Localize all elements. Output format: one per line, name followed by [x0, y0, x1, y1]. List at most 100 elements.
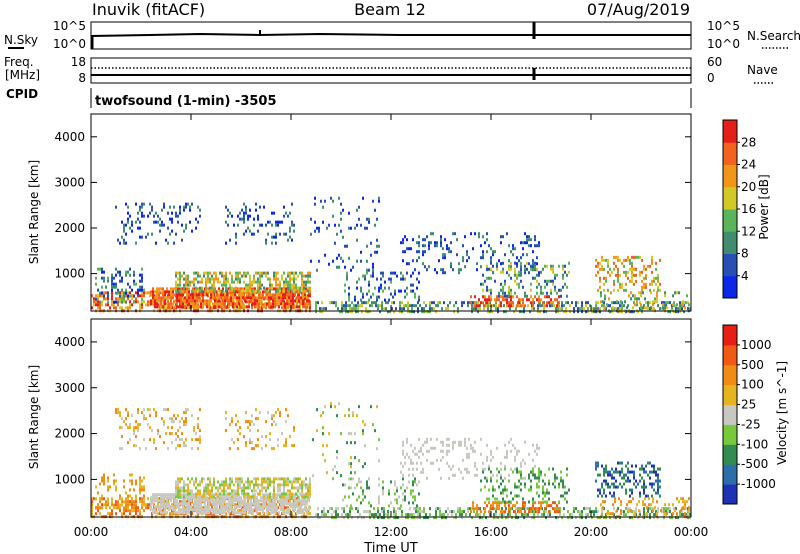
echo-cell: [212, 511, 214, 515]
echo-cell: [228, 511, 230, 515]
echo-cell: [231, 477, 233, 481]
echo-cell: [448, 476, 450, 480]
echo-cell: [520, 507, 522, 511]
echo-cell: [617, 270, 619, 274]
echo-cell: [530, 267, 532, 271]
echo-cell: [546, 291, 548, 295]
echo-cell: [275, 274, 277, 278]
echo-cell: [532, 261, 534, 265]
echo-cell: [435, 304, 437, 308]
echo-cell: [350, 441, 352, 445]
echo-cell: [156, 493, 158, 497]
echo-cell: [193, 483, 195, 487]
echo-cell: [306, 305, 308, 309]
echo-cell: [279, 483, 281, 487]
echo-cell: [224, 505, 226, 509]
echo-cell: [99, 500, 101, 504]
echo-cell: [285, 283, 287, 287]
echo-cell: [121, 288, 123, 292]
echo-cell: [472, 446, 474, 450]
echo-cell: [294, 508, 296, 512]
echo-cell: [605, 258, 607, 262]
echo-cell: [480, 282, 482, 286]
echo-cell: [227, 214, 229, 218]
echo-cell: [234, 496, 236, 500]
echo-cell: [210, 293, 212, 297]
echo-cell: [653, 307, 655, 311]
echo-cell: [273, 211, 275, 215]
echo-cell: [494, 501, 496, 505]
echo-cell: [243, 289, 245, 293]
echo-cell: [491, 310, 493, 314]
echo-cell: [522, 497, 524, 501]
echo-cell: [528, 235, 530, 239]
echo-cell: [179, 480, 181, 484]
echo-cell: [172, 287, 174, 291]
echo-cell: [518, 270, 520, 274]
echo-cell: [237, 420, 239, 424]
echo-cell: [372, 271, 374, 275]
echo-cell: [416, 504, 418, 508]
echo-cell: [404, 277, 406, 281]
echo-cell: [591, 516, 593, 520]
echo-cell: [502, 270, 504, 274]
echo-cell: [655, 267, 657, 271]
echo-cell: [613, 267, 615, 271]
echo-cell: [283, 477, 285, 481]
echo-cell: [323, 507, 325, 511]
echo-cell: [526, 238, 528, 242]
echo-cell: [270, 305, 272, 309]
echo-cell: [522, 476, 524, 480]
echo-cell: [127, 211, 129, 215]
echo-cell: [383, 507, 385, 511]
echo-cell: [357, 304, 359, 308]
echo-cell: [103, 497, 105, 501]
echo-cell: [320, 199, 322, 203]
echo-cell: [280, 499, 282, 503]
echo-cell: [97, 503, 99, 507]
echo-cell: [224, 511, 226, 515]
echo-cell: [463, 301, 465, 305]
echo-cell: [207, 277, 209, 281]
echo-cell: [214, 299, 216, 303]
echo-cell: [385, 301, 387, 305]
echo-cell: [428, 244, 430, 248]
echo-cell: [510, 449, 512, 453]
echo-cell: [534, 473, 536, 477]
echo-cell: [194, 299, 196, 303]
echo-cell: [201, 286, 203, 290]
echo-cell: [558, 295, 560, 299]
echo-cell: [603, 258, 605, 262]
echo-cell: [470, 443, 472, 447]
echo-cell: [526, 267, 528, 271]
echo-cell: [248, 508, 250, 512]
echo-cell: [284, 502, 286, 506]
echo-cell: [273, 489, 275, 493]
echo-cell: [605, 494, 607, 498]
echo-cell: [280, 293, 282, 297]
echo-cell: [317, 507, 319, 511]
echo-cell: [488, 510, 490, 514]
echo-cell: [389, 516, 391, 520]
echo-cell: [538, 510, 540, 514]
echo-cell: [207, 483, 209, 487]
power-colorbar-segment: [723, 186, 737, 210]
echo-cell: [599, 310, 601, 314]
echo-cell: [274, 296, 276, 300]
echo-cell: [184, 502, 186, 506]
echo-cell: [404, 461, 406, 465]
echo-cell: [168, 502, 170, 506]
echo-cell: [168, 508, 170, 512]
echo-cell: [289, 226, 291, 230]
echo-cell: [287, 414, 289, 418]
echo-cell: [645, 285, 647, 289]
echo-cell: [335, 516, 337, 520]
echo-cell: [338, 402, 340, 406]
echo-cell: [524, 501, 526, 505]
echo-cell: [394, 292, 396, 296]
echo-cell: [518, 510, 520, 514]
echo-cell: [450, 467, 452, 471]
echo-cell: [187, 486, 189, 490]
echo-cell: [629, 516, 631, 520]
echo-cell: [472, 247, 474, 251]
